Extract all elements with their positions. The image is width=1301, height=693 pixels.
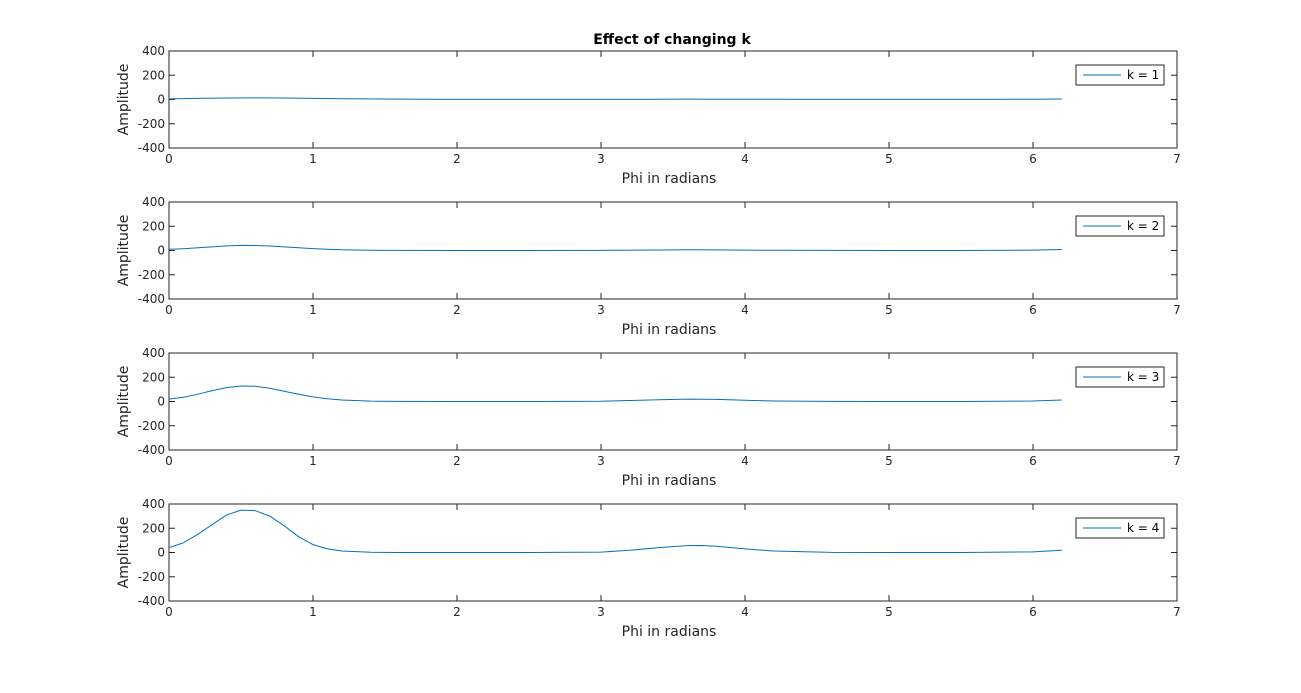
y-tick-label: -400 <box>138 141 165 155</box>
y-tick-label: 200 <box>142 219 165 233</box>
x-tick-label: 2 <box>453 454 461 468</box>
x-tick-label: 7 <box>1173 605 1181 619</box>
x-tick-label: 0 <box>165 152 173 166</box>
x-tick-label: 0 <box>165 605 173 619</box>
series-line-k=1 <box>168 97 1062 100</box>
x-tick-label: 7 <box>1173 152 1181 166</box>
y-tick-label: 200 <box>142 68 165 82</box>
x-tick-label: 3 <box>597 303 605 317</box>
x-tick-label: 6 <box>1029 454 1037 468</box>
x-tick-label: 5 <box>885 303 893 317</box>
x-tick-label: 1 <box>309 605 317 619</box>
x-tick-label: 6 <box>1029 605 1037 619</box>
y-tick-label: -400 <box>138 443 165 457</box>
x-tick-label: 4 <box>741 605 749 619</box>
x-tick-label: 3 <box>597 152 605 166</box>
subplot-2: 0 1 2 3 4 5 6 7 -400 -200 0 200 400 Phi in radians Amp… <box>116 195 1181 338</box>
y-tick-label: -200 <box>138 117 165 131</box>
y-tick-label: 200 <box>142 370 165 384</box>
x-tick-label: 0 <box>165 454 173 468</box>
x-tick-label: 2 <box>453 605 461 619</box>
legend-entry: k = 3 <box>1127 370 1159 384</box>
subplot-4: 0 1 2 3 4 5 6 7 -400 -200 0 200 400 Phi in radians Amp… <box>116 497 1181 640</box>
x-tick-label: 1 <box>309 454 317 468</box>
x-tick-label: 7 <box>1173 303 1181 317</box>
x-tick-label: 7 <box>1173 454 1181 468</box>
x-axis-label: Phi in radians <box>622 624 717 640</box>
y-tick-label: 0 <box>157 244 165 258</box>
x-tick-label: 4 <box>741 152 749 166</box>
y-tick-label: 0 <box>157 546 165 560</box>
legend-entry: k = 1 <box>1127 68 1159 82</box>
x-axis-label: Phi in radians <box>622 171 717 187</box>
x-tick-label: 5 <box>885 605 893 619</box>
y-tick-label: -400 <box>138 292 165 306</box>
y-axis-label: Amplitude <box>116 64 132 136</box>
series-line-k=4 <box>168 509 1062 553</box>
legend: k = 4 <box>1075 517 1165 539</box>
plot-area <box>168 503 1178 602</box>
x-tick-label: 6 <box>1029 152 1037 166</box>
y-tick-label: 200 <box>142 521 165 535</box>
x-tick-label: 2 <box>453 152 461 166</box>
x-tick-label: 1 <box>309 152 317 166</box>
y-tick-label: -400 <box>138 594 165 608</box>
y-tick-label: -200 <box>138 268 165 282</box>
legend-entry: k = 4 <box>1127 521 1159 535</box>
x-tick-label: 2 <box>453 303 461 317</box>
y-tick-label: -200 <box>138 419 165 433</box>
y-tick-label: 400 <box>142 195 165 209</box>
x-axis-label: Phi in radians <box>622 322 717 338</box>
y-tick-label: 0 <box>157 93 165 107</box>
x-tick-label: 1 <box>309 303 317 317</box>
subplot-3: 0 1 2 3 4 5 6 7 -400 -200 0 200 400 Phi in radians Amp… <box>116 346 1181 489</box>
x-tick-label: 3 <box>597 605 605 619</box>
figure-title: Effect of changing k <box>593 32 751 48</box>
x-tick-label: 4 <box>741 303 749 317</box>
y-tick-label: 400 <box>142 497 165 511</box>
x-tick-label: 6 <box>1029 303 1037 317</box>
y-tick-label: -200 <box>138 570 165 584</box>
x-tick-label: 4 <box>741 454 749 468</box>
y-axis-label: Amplitude <box>116 215 132 287</box>
legend: k = 1 <box>1075 64 1165 86</box>
x-tick-label: 3 <box>597 454 605 468</box>
y-tick-label: 400 <box>142 44 165 58</box>
x-tick-label: 5 <box>885 454 893 468</box>
series-line-k=3 <box>168 385 1062 402</box>
x-tick-label: 0 <box>165 303 173 317</box>
series-line-k=2 <box>168 244 1062 251</box>
y-axis-label: Amplitude <box>116 366 132 438</box>
legend-entry: k = 2 <box>1127 219 1159 233</box>
legend: k = 3 <box>1075 366 1165 388</box>
y-tick-label: 400 <box>142 346 165 360</box>
subplot-1: 0 1 2 3 4 5 6 7 -400 -200 0 200 400 Phi in radians Amp… <box>116 44 1181 187</box>
y-axis-label: Amplitude <box>116 517 132 589</box>
legend: k = 2 <box>1075 215 1165 237</box>
x-axis-label: Phi in radians <box>622 473 717 489</box>
y-tick-label: 0 <box>157 395 165 409</box>
x-tick-label: 5 <box>885 152 893 166</box>
